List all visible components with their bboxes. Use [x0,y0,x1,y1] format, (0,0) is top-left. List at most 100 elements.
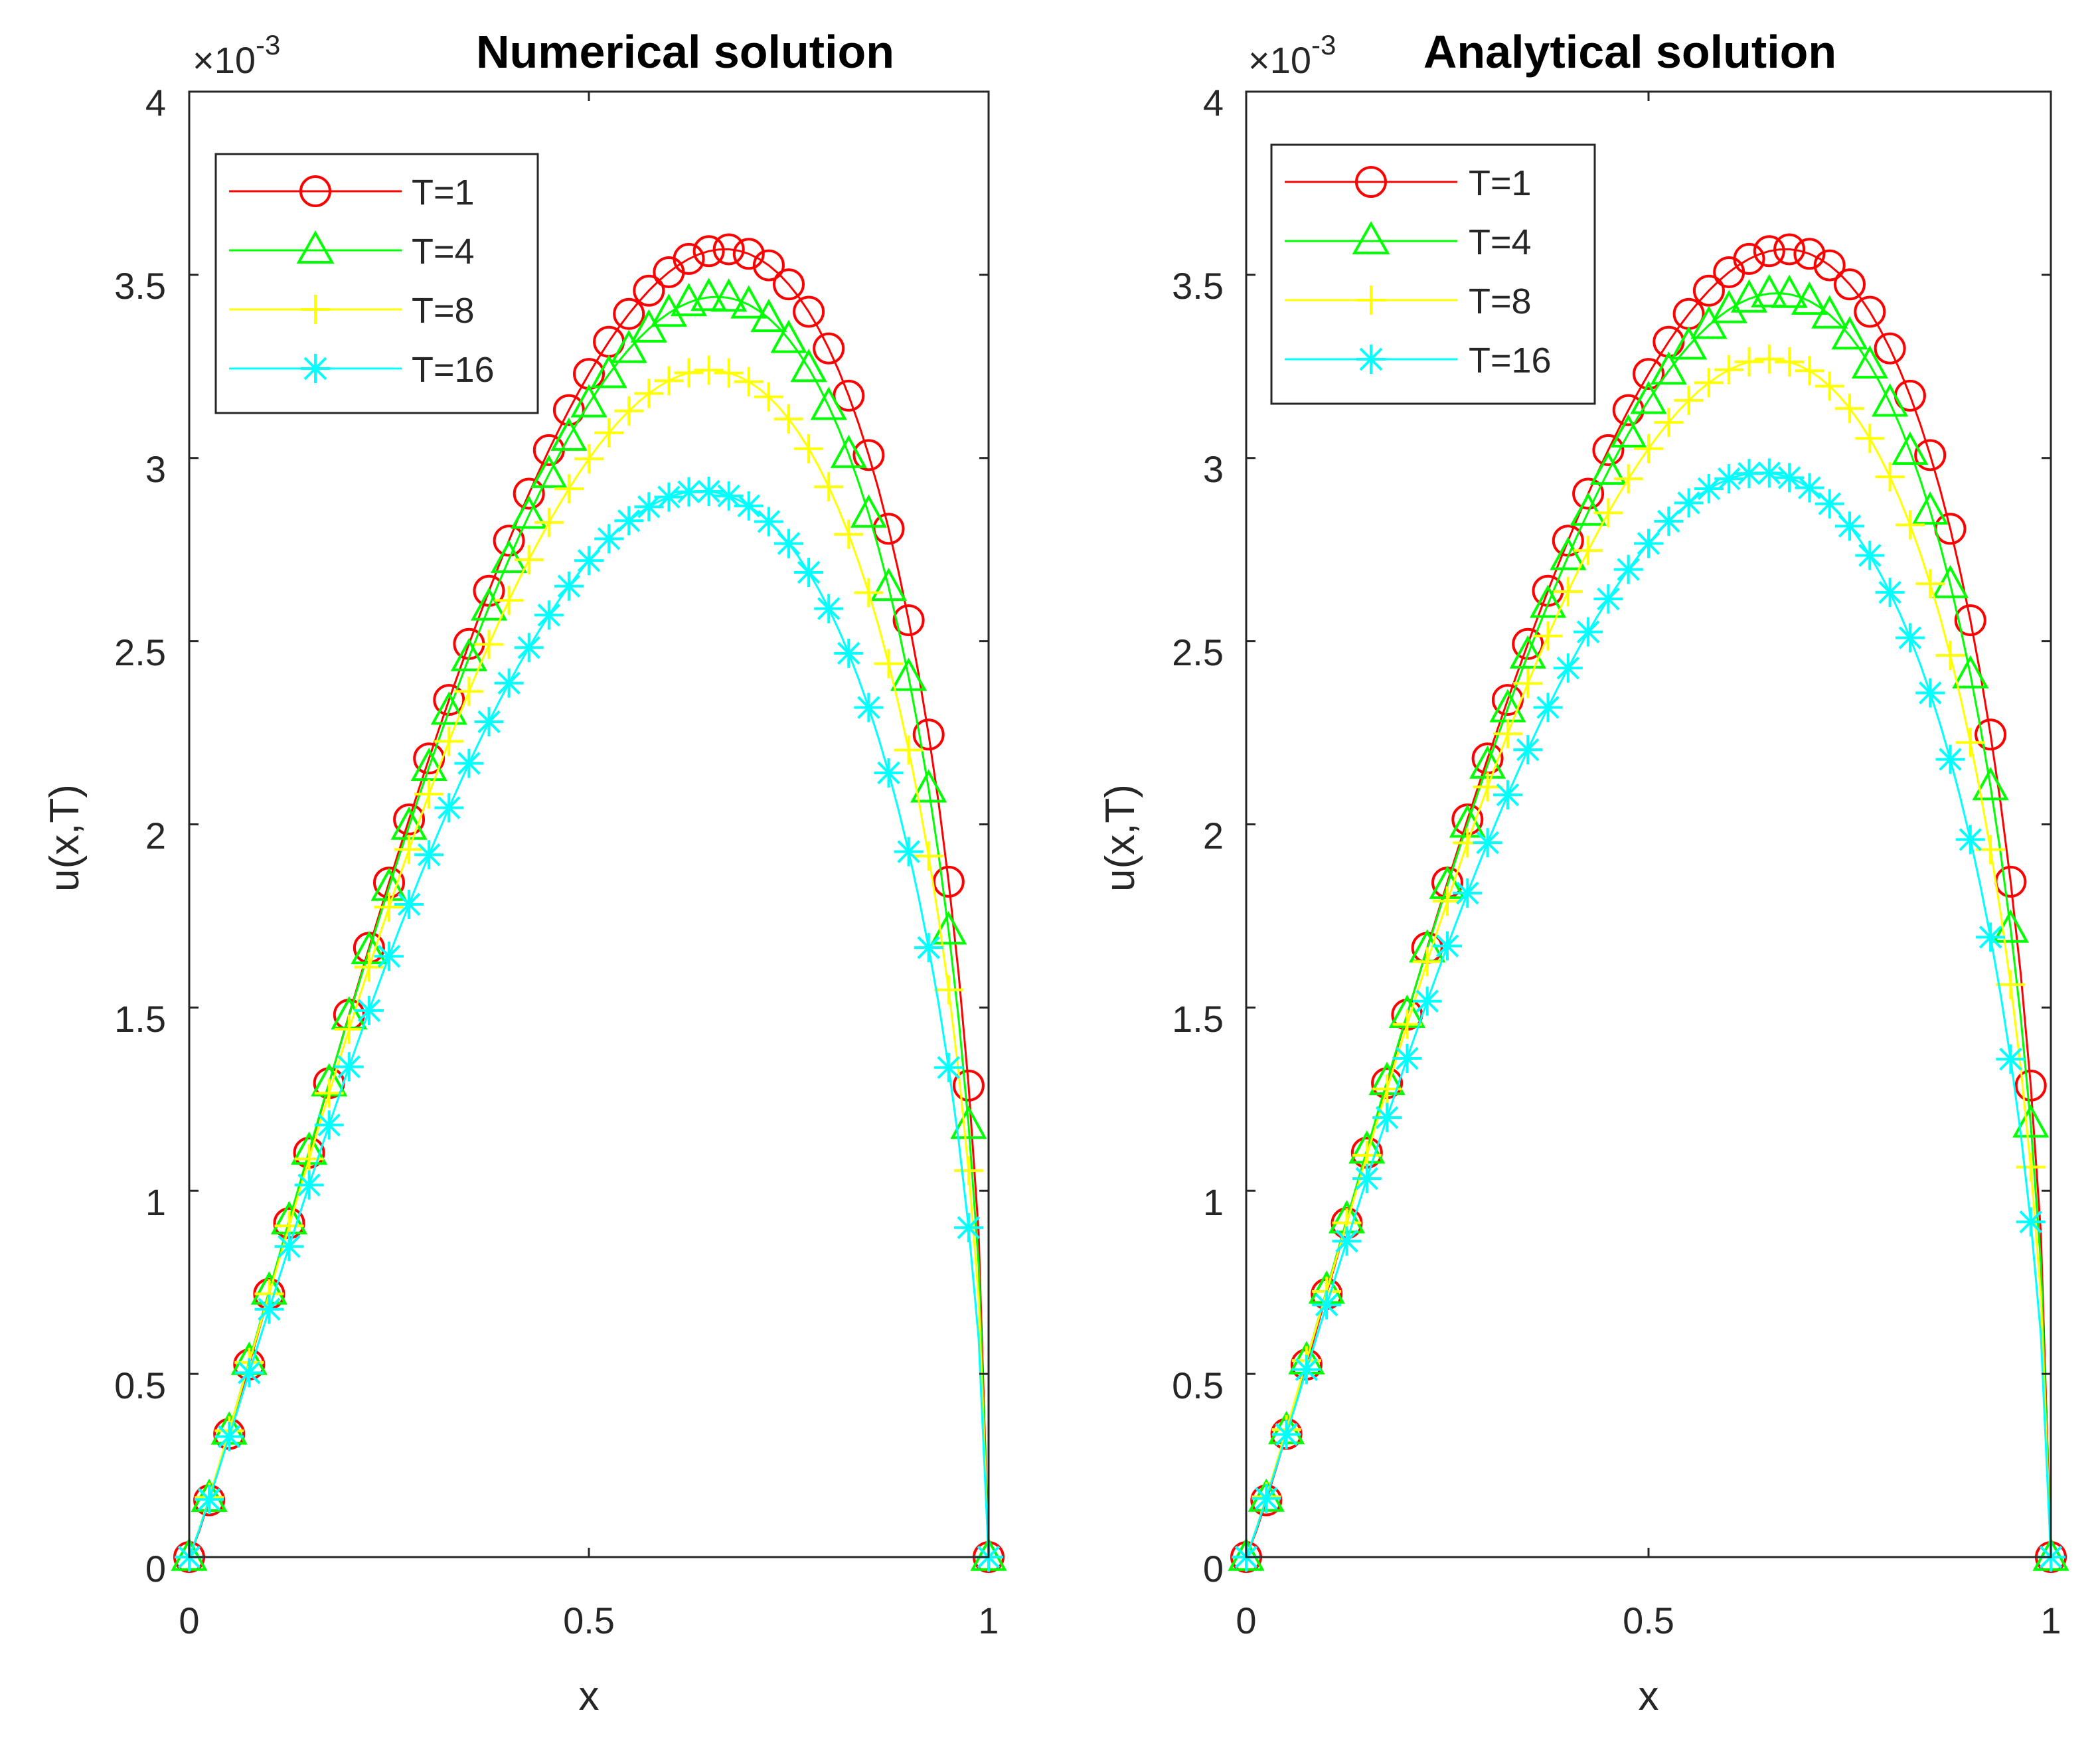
marker-circle [613,297,645,330]
marker-triangle [910,769,947,803]
marker-circle [552,394,585,426]
marker-plus [494,586,524,616]
marker-circle [932,865,965,898]
marker-triangle [950,1106,987,1139]
y-tick-label: 0.5 [1172,1365,1224,1406]
y-tick-label: 3 [1203,448,1224,490]
y-tick-labels: 0 0.5 1 1.5 2 2.5 3 3.5 4 [114,82,166,1590]
marker-plus [933,975,963,1005]
marker-asterisk [894,837,924,867]
marker-triangle [1952,655,1989,689]
marker-triangle [1509,635,1546,669]
legend-box [1270,143,1596,405]
marker-asterisk [1935,744,1965,774]
legend-item-t16: T=16 [1285,341,1552,380]
marker-plus [1533,621,1563,651]
marker-asterisk [1955,825,1985,855]
y-tick-label: 0 [145,1548,166,1590]
legend-label: T=1 [412,173,475,212]
marker-plus [1412,947,1442,977]
marker-asterisk [1694,474,1724,504]
marker-plus [754,382,783,412]
marker-triangle [870,567,908,602]
y-exponent-label: ×10-3 [1248,29,1336,81]
marker-circle [793,295,825,328]
legend-label: T=4 [1469,222,1532,262]
marker-asterisk [195,1485,224,1515]
marker-triangle [1751,274,1788,307]
marker-triangle [511,495,548,529]
y-tick-label: 0 [1203,1548,1224,1590]
marker-triangle [550,417,588,451]
marker-plus [694,355,724,385]
marker-triangle [1710,290,1747,323]
marker-asterisk [1654,507,1684,537]
marker-circle [433,684,465,716]
marker-circle [952,1069,985,1102]
marker-plus [1392,1009,1422,1039]
marker-asterisk [434,793,464,823]
legend-item-t8: T=8 [1285,282,1532,321]
marker-asterisk [1574,617,1603,647]
marker-asterisk [1996,1044,2026,1074]
marker-circle [1954,604,1986,637]
y-tick-label: 1 [145,1181,166,1223]
marker-plus [1855,424,1885,454]
marker-circle [1874,332,1906,365]
marker-triangle [610,329,647,363]
marker-triangle [1851,345,1888,379]
marker-asterisk [874,758,904,787]
marker-triangle [710,278,748,312]
y-tick-label: 0.5 [114,1365,166,1406]
marker-triangle [530,454,568,488]
marker-plus [834,519,864,549]
marker-circle [493,525,525,557]
y-tick-label: 1 [1203,1181,1224,1223]
marker-plus [1754,344,1784,374]
y-tick-label: 4 [1203,82,1224,124]
x-tick-label: 0 [179,1600,199,1641]
marker-plus [814,472,844,502]
marker-asterisk [1332,1226,1362,1256]
legend: T=1 T=4 T=8 T=16 [214,153,539,414]
marker-circle [773,268,805,301]
marker-asterisk [1613,554,1643,584]
marker-plus [854,578,884,608]
marker-plus [1694,368,1724,398]
marker-asterisk [1513,735,1543,765]
marker-asterisk [554,571,584,601]
y-tick-labels: 0 0.5 1 1.5 2 2.5 3 3.5 4 [1172,82,1224,1590]
marker-plus [314,1078,344,1108]
series-line [188,295,990,1558]
marker-asterisk [534,600,564,630]
marker-plus [1634,434,1663,463]
marker-plus [474,629,504,659]
marker-plus [1955,728,1985,758]
marker-asterisk [1453,878,1483,908]
marker-plus [1513,669,1543,699]
y-exponent-value: -3 [256,29,280,60]
y-tick-label: 2 [145,815,166,857]
marker-asterisk [1895,623,1925,653]
marker-asterisk [674,477,704,507]
marker-circle [892,604,925,637]
y-tick-label: 2.5 [1172,631,1224,673]
legend-label: T=4 [412,232,475,272]
marker-asterisk [654,482,684,512]
marker-asterisk [1835,511,1864,541]
legend-label: T=16 [1469,341,1552,380]
y-tick-label: 1.5 [114,998,166,1040]
marker-asterisk [1875,578,1905,608]
marker-asterisk [1252,1483,1281,1513]
marker-asterisk [734,491,764,521]
marker-circle [1773,233,1806,266]
y-exponent-label: ×10-3 [193,29,280,81]
marker-plus [714,358,744,388]
marker-triangle [850,494,887,528]
marker-triangle [590,355,627,388]
marker-plus [734,367,764,396]
marker-triangle [830,434,867,468]
x-tick-label: 0.5 [1623,1600,1674,1641]
marker-asterisk [214,1422,244,1451]
marker-asterisk [1855,540,1885,570]
